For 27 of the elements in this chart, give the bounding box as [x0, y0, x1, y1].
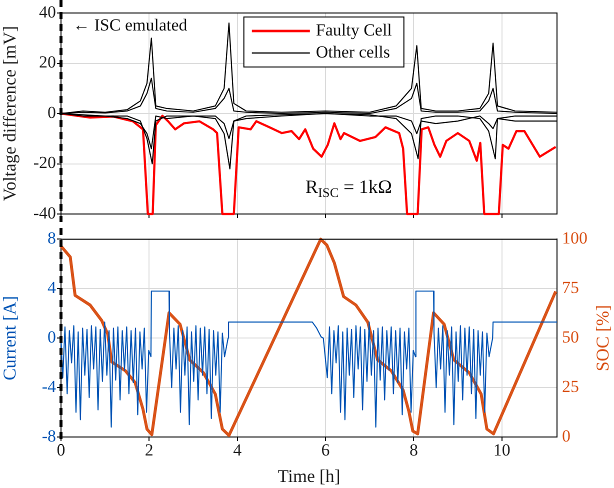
ref-line-label: ← ISC emulated [73, 15, 188, 34]
x-tick-label: 10 [493, 440, 510, 460]
y-tick-label: -8 [42, 426, 56, 446]
y-axis-title: Voltage difference [mV] [0, 26, 20, 202]
y-tick-label: -20 [33, 153, 56, 172]
y-tick-label: 8 [48, 228, 56, 248]
legend-label: Faulty Cell [316, 20, 392, 40]
y2-tick-label: 75 [562, 278, 579, 298]
x-tick-label: 8 [409, 440, 418, 460]
y-tick-label: 20 [39, 52, 56, 72]
y2-tick-label: 100 [562, 228, 588, 248]
x-axis-title: Time [h] [278, 466, 340, 486]
y-tick-label: 40 [39, 2, 56, 22]
y-tick-label: 0 [48, 328, 56, 347]
y2-tick-label: 0 [562, 426, 570, 446]
x-tick-label: 2 [144, 440, 154, 460]
y-tick-label: -40 [33, 203, 56, 222]
x-tick-label: 6 [321, 440, 330, 460]
legend-label: Other cells [316, 42, 390, 62]
y2-axis-title: SOC [%] [592, 304, 613, 372]
y-axis-title: Current [A] [0, 296, 20, 380]
y2-tick-label: 50 [562, 328, 579, 347]
x-tick-label: 4 [233, 440, 242, 460]
y2-tick-label: 25 [562, 377, 579, 396]
y-tick-label: -4 [42, 377, 56, 396]
y-tick-label: 4 [48, 278, 56, 298]
y-tick-label: 0 [48, 102, 56, 122]
